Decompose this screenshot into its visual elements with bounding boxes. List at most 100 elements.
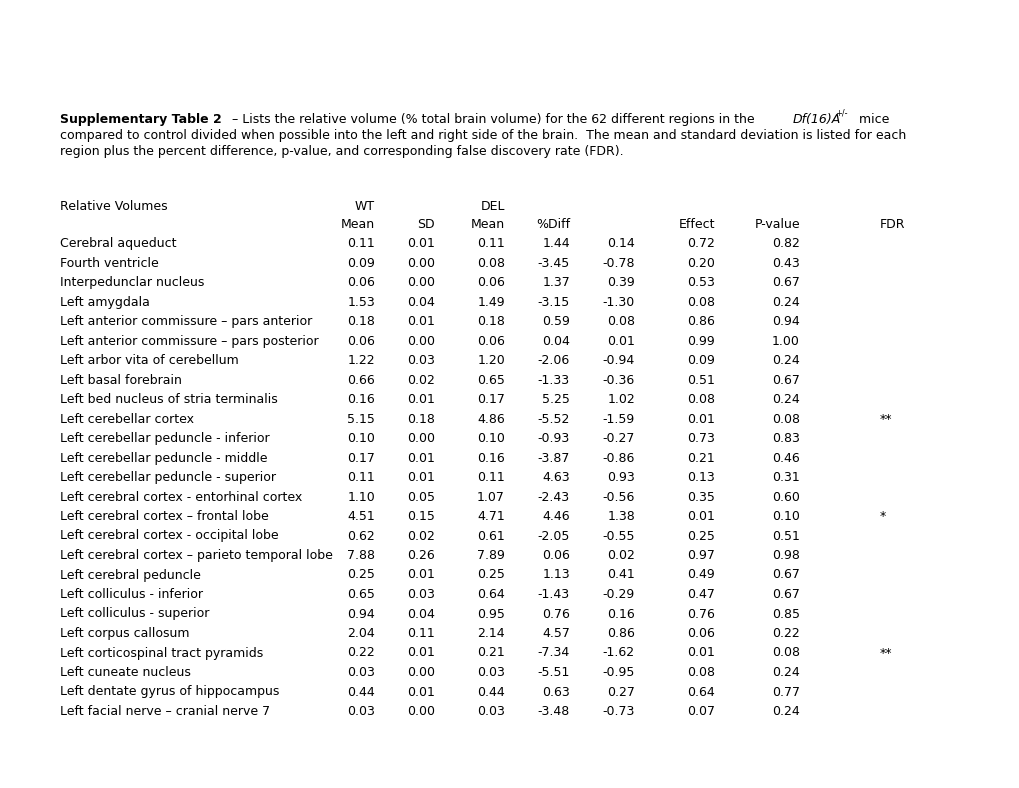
Text: 0.08: 0.08 <box>687 393 714 406</box>
Text: -5.52: -5.52 <box>537 412 570 426</box>
Text: 1.00: 1.00 <box>771 334 799 348</box>
Text: Supplementary Table 2: Supplementary Table 2 <box>60 113 221 126</box>
Text: Interpedunclar nucleus: Interpedunclar nucleus <box>60 276 204 289</box>
Text: 0.08: 0.08 <box>771 412 799 426</box>
Text: 7.89: 7.89 <box>477 549 504 562</box>
Text: 0.61: 0.61 <box>477 530 504 542</box>
Text: 0.06: 0.06 <box>687 627 714 640</box>
Text: 0.01: 0.01 <box>687 646 714 660</box>
Text: Left cerebellar cortex: Left cerebellar cortex <box>60 412 194 426</box>
Text: 0.01: 0.01 <box>407 237 434 250</box>
Text: -2.06: -2.06 <box>537 354 570 367</box>
Text: Left cerebral peduncle: Left cerebral peduncle <box>60 568 201 582</box>
Text: Left anterior commissure – pars anterior: Left anterior commissure – pars anterior <box>60 315 312 328</box>
Text: 0.01: 0.01 <box>606 334 635 348</box>
Text: Left cerebellar peduncle - superior: Left cerebellar peduncle - superior <box>60 471 276 484</box>
Text: 0.21: 0.21 <box>687 452 714 464</box>
Text: 4.63: 4.63 <box>542 471 570 484</box>
Text: Left cerebral cortex – frontal lobe: Left cerebral cortex – frontal lobe <box>60 510 268 523</box>
Text: 0.76: 0.76 <box>687 608 714 620</box>
Text: 0.11: 0.11 <box>477 237 504 250</box>
Text: 0.06: 0.06 <box>477 334 504 348</box>
Text: 1.38: 1.38 <box>606 510 635 523</box>
Text: 0.24: 0.24 <box>771 393 799 406</box>
Text: Relative Volumes: Relative Volumes <box>60 200 167 213</box>
Text: 0.31: 0.31 <box>771 471 799 484</box>
Text: 0.01: 0.01 <box>687 510 714 523</box>
Text: mice: mice <box>854 113 889 126</box>
Text: 0.02: 0.02 <box>606 549 635 562</box>
Text: 0.24: 0.24 <box>771 705 799 718</box>
Text: 0.26: 0.26 <box>407 549 434 562</box>
Text: 0.16: 0.16 <box>346 393 375 406</box>
Text: 0.14: 0.14 <box>606 237 635 250</box>
Text: 0.85: 0.85 <box>771 608 799 620</box>
Text: 1.13: 1.13 <box>542 568 570 582</box>
Text: 0.06: 0.06 <box>541 549 570 562</box>
Text: 0.22: 0.22 <box>771 627 799 640</box>
Text: 0.44: 0.44 <box>477 686 504 698</box>
Text: 1.20: 1.20 <box>477 354 504 367</box>
Text: 0.01: 0.01 <box>407 686 434 698</box>
Text: 0.41: 0.41 <box>606 568 635 582</box>
Text: – Lists the relative volume (% total brain volume) for the 62 different regions : – Lists the relative volume (% total bra… <box>228 113 758 126</box>
Text: 0.25: 0.25 <box>687 530 714 542</box>
Text: 0.60: 0.60 <box>771 490 799 504</box>
Text: 0.24: 0.24 <box>771 354 799 367</box>
Text: 1.07: 1.07 <box>477 490 504 504</box>
Text: 0.94: 0.94 <box>771 315 799 328</box>
Text: 0.24: 0.24 <box>771 296 799 308</box>
Text: 0.00: 0.00 <box>407 666 434 679</box>
Text: 0.00: 0.00 <box>407 705 434 718</box>
Text: 0.00: 0.00 <box>407 276 434 289</box>
Text: Left amygdala: Left amygdala <box>60 296 150 308</box>
Text: 0.99: 0.99 <box>687 334 714 348</box>
Text: 0.64: 0.64 <box>687 686 714 698</box>
Text: 0.95: 0.95 <box>477 608 504 620</box>
Text: 4.46: 4.46 <box>542 510 570 523</box>
Text: 0.03: 0.03 <box>407 588 434 601</box>
Text: 0.49: 0.49 <box>687 568 714 582</box>
Text: Left arbor vita of cerebellum: Left arbor vita of cerebellum <box>60 354 238 367</box>
Text: 0.01: 0.01 <box>407 568 434 582</box>
Text: 0.11: 0.11 <box>346 471 375 484</box>
Text: FDR: FDR <box>879 218 905 231</box>
Text: 0.16: 0.16 <box>606 608 635 620</box>
Text: 0.76: 0.76 <box>541 608 570 620</box>
Text: 0.94: 0.94 <box>346 608 375 620</box>
Text: **: ** <box>879 412 892 426</box>
Text: -0.93: -0.93 <box>537 432 570 445</box>
Text: 4.57: 4.57 <box>541 627 570 640</box>
Text: 0.65: 0.65 <box>346 588 375 601</box>
Text: 7.88: 7.88 <box>346 549 375 562</box>
Text: 0.08: 0.08 <box>477 257 504 269</box>
Text: 1.53: 1.53 <box>346 296 375 308</box>
Text: -0.78: -0.78 <box>602 257 635 269</box>
Text: -7.34: -7.34 <box>537 646 570 660</box>
Text: 1.49: 1.49 <box>477 296 504 308</box>
Text: 2.14: 2.14 <box>477 627 504 640</box>
Text: 0.04: 0.04 <box>407 608 434 620</box>
Text: 0.04: 0.04 <box>407 296 434 308</box>
Text: 0.00: 0.00 <box>407 334 434 348</box>
Text: 0.13: 0.13 <box>687 471 714 484</box>
Text: 0.39: 0.39 <box>606 276 635 289</box>
Text: 0.67: 0.67 <box>771 588 799 601</box>
Text: -3.87: -3.87 <box>537 452 570 464</box>
Text: Mean: Mean <box>471 218 504 231</box>
Text: 5.15: 5.15 <box>346 412 375 426</box>
Text: Left cerebral cortex - occipital lobe: Left cerebral cortex - occipital lobe <box>60 530 278 542</box>
Text: -0.86: -0.86 <box>602 452 635 464</box>
Text: -0.56: -0.56 <box>602 490 635 504</box>
Text: 0.47: 0.47 <box>687 588 714 601</box>
Text: SD: SD <box>417 218 434 231</box>
Text: Left bed nucleus of stria terminalis: Left bed nucleus of stria terminalis <box>60 393 277 406</box>
Text: 0.63: 0.63 <box>542 686 570 698</box>
Text: -1.30: -1.30 <box>602 296 635 308</box>
Text: 0.11: 0.11 <box>477 471 504 484</box>
Text: Mean: Mean <box>340 218 375 231</box>
Text: Left facial nerve – cranial nerve 7: Left facial nerve – cranial nerve 7 <box>60 705 270 718</box>
Text: 0.35: 0.35 <box>687 490 714 504</box>
Text: Left cuneate nucleus: Left cuneate nucleus <box>60 666 191 679</box>
Text: 0.11: 0.11 <box>346 237 375 250</box>
